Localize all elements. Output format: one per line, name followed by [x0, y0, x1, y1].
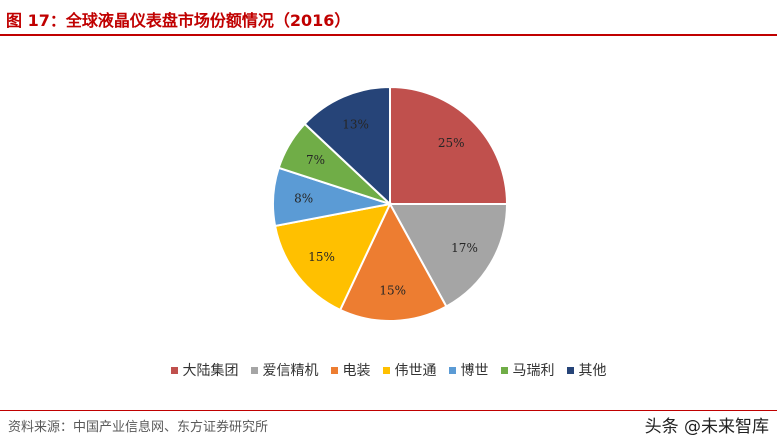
legend-item-5: 博世	[448, 360, 489, 380]
legend-label: 博世	[460, 363, 489, 379]
legend-item-3: 电装	[330, 360, 371, 380]
pie-slice-4	[273, 202, 392, 312]
pie-slice-1	[389, 85, 509, 205]
legend-marker	[250, 366, 258, 374]
legend-label: 爱信精机	[262, 363, 319, 379]
pie-chart: 25% 17% 15% 15% 8% 7% 13%	[272, 85, 509, 322]
legend-item-4: 伟世通	[382, 360, 437, 380]
legend-item-2: 爱信精机	[250, 360, 319, 380]
pie-slice-3	[338, 201, 448, 322]
legend-marker	[448, 366, 456, 374]
pie-data-label-5: 8%	[294, 192, 313, 206]
legend-item-7: 其他	[566, 360, 607, 380]
legend-item-6: 马瑞利	[500, 360, 555, 380]
legend-label: 其他	[578, 363, 607, 379]
watermark: 头条 @未来智库	[644, 417, 769, 437]
title-bar: 图 17：全球液晶仪表盘市场份额情况（2016）	[0, 0, 777, 36]
footer-divider	[0, 410, 777, 411]
chart-legend: 大陆集团 爱信精机 电装 伟世通 博世 马瑞利 其他	[0, 360, 777, 380]
legend-marker	[170, 366, 178, 374]
pie-data-label-3: 15%	[379, 284, 406, 298]
legend-item-1: 大陆集团	[170, 360, 239, 380]
legend-marker	[382, 366, 390, 374]
pie-data-label-6: 7%	[306, 153, 325, 167]
legend-marker	[330, 366, 338, 374]
legend-label: 伟世通	[394, 363, 437, 379]
legend-marker	[500, 366, 508, 374]
pie-data-labels: 25% 17% 15% 15% 8% 7% 13%	[294, 118, 478, 298]
pie-slice-2	[388, 203, 509, 308]
pie-data-label-4: 15%	[308, 250, 335, 264]
pie-data-label-7: 13%	[342, 118, 369, 132]
pie-slice-7	[303, 85, 391, 207]
legend-label: 马瑞利	[512, 363, 555, 379]
legend-label: 电装	[342, 363, 371, 379]
legend-marker	[566, 366, 574, 374]
pie-data-label-1: 25%	[438, 136, 465, 150]
pie-data-label-2: 17%	[451, 241, 478, 255]
chart-title: 图 17：全球液晶仪表盘市场份额情况（2016）	[6, 11, 351, 30]
legend-label: 大陆集团	[182, 363, 239, 379]
source-note: 资料来源：中国产业信息网、东方证券研究所	[8, 420, 269, 435]
pie-slices	[272, 85, 509, 322]
